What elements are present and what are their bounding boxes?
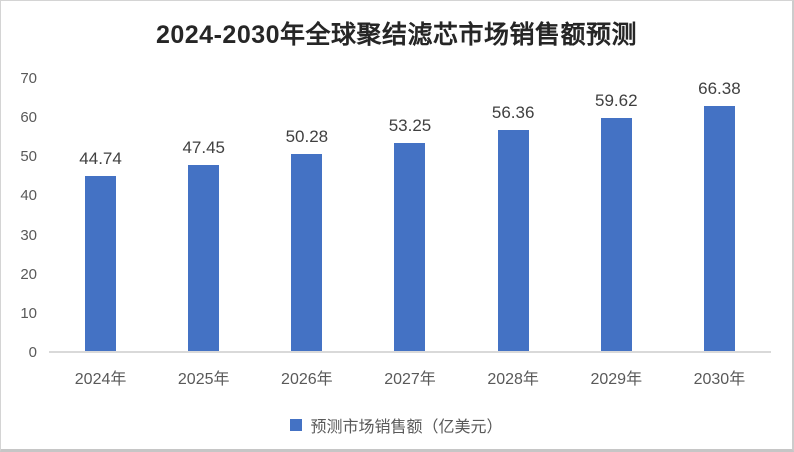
bar-value-label: 56.36 (491, 103, 535, 123)
y-tick-label: 10 (20, 304, 37, 322)
x-axis-label: 2030年 (693, 371, 746, 388)
bar (703, 106, 735, 351)
bar-value-label: 50.28 (285, 127, 329, 147)
bar-slot: 56.36 (462, 79, 565, 351)
bar-value-label: 59.62 (595, 90, 638, 110)
bar (600, 117, 632, 351)
legend-label: 预测市场销售额（亿美元） (310, 419, 503, 436)
bar-value-label: 47.45 (182, 138, 225, 158)
y-tick-label: 50 (20, 148, 37, 166)
x-axis-labels: 2024年 2025年 2026年 2027年 2028年 2029年 2030年 (49, 365, 771, 389)
bar-slot: 44.74 (49, 79, 152, 351)
bar-slot: 50.28 (255, 79, 358, 351)
bar-slot: 53.25 (358, 79, 461, 351)
bar (497, 130, 529, 351)
bar-slot: 47.45 (152, 79, 255, 351)
chart-title: 2024-2030年全球聚结滤芯市场销售额预测 (155, 21, 638, 49)
y-tick-label: 20 (20, 265, 37, 283)
x-axis-label: 2025年 (177, 371, 230, 388)
bar (188, 165, 220, 351)
bar (85, 175, 117, 351)
x-axis-label: 2026年 (281, 371, 333, 388)
x-axis-label: 2028年 (487, 371, 539, 388)
x-axis-label: 2024年 (74, 371, 127, 388)
bar-slot: 66.38 (668, 79, 771, 351)
y-tick-label: 40 (20, 187, 37, 205)
bar-series: 44.74 47.45 50.28 53.25 56.36 59.62 66.38 (49, 79, 771, 351)
bar-value-label: 53.25 (388, 115, 432, 135)
y-tick-label: 70 (20, 70, 37, 87)
bar-slot: 59.62 (565, 79, 668, 351)
bar-value-label: 66.38 (698, 79, 741, 98)
y-tick-label: 30 (20, 226, 37, 244)
bar-value-label: 44.74 (79, 148, 122, 168)
x-axis-label: 2027年 (384, 371, 436, 388)
y-tick-label: 0 (28, 344, 37, 361)
legend-marker-icon (290, 419, 303, 431)
plot-area: 44.74 47.45 50.28 53.25 56.36 59.62 66.38 (49, 79, 771, 353)
bar (394, 142, 426, 351)
y-axis: 0 10 20 30 40 50 60 70 (1, 1, 41, 449)
bar (291, 154, 323, 351)
y-tick-label: 60 (20, 109, 37, 127)
legend: 预测市场销售额（亿美元） (1, 413, 792, 437)
x-axis-label: 2029年 (590, 371, 643, 388)
